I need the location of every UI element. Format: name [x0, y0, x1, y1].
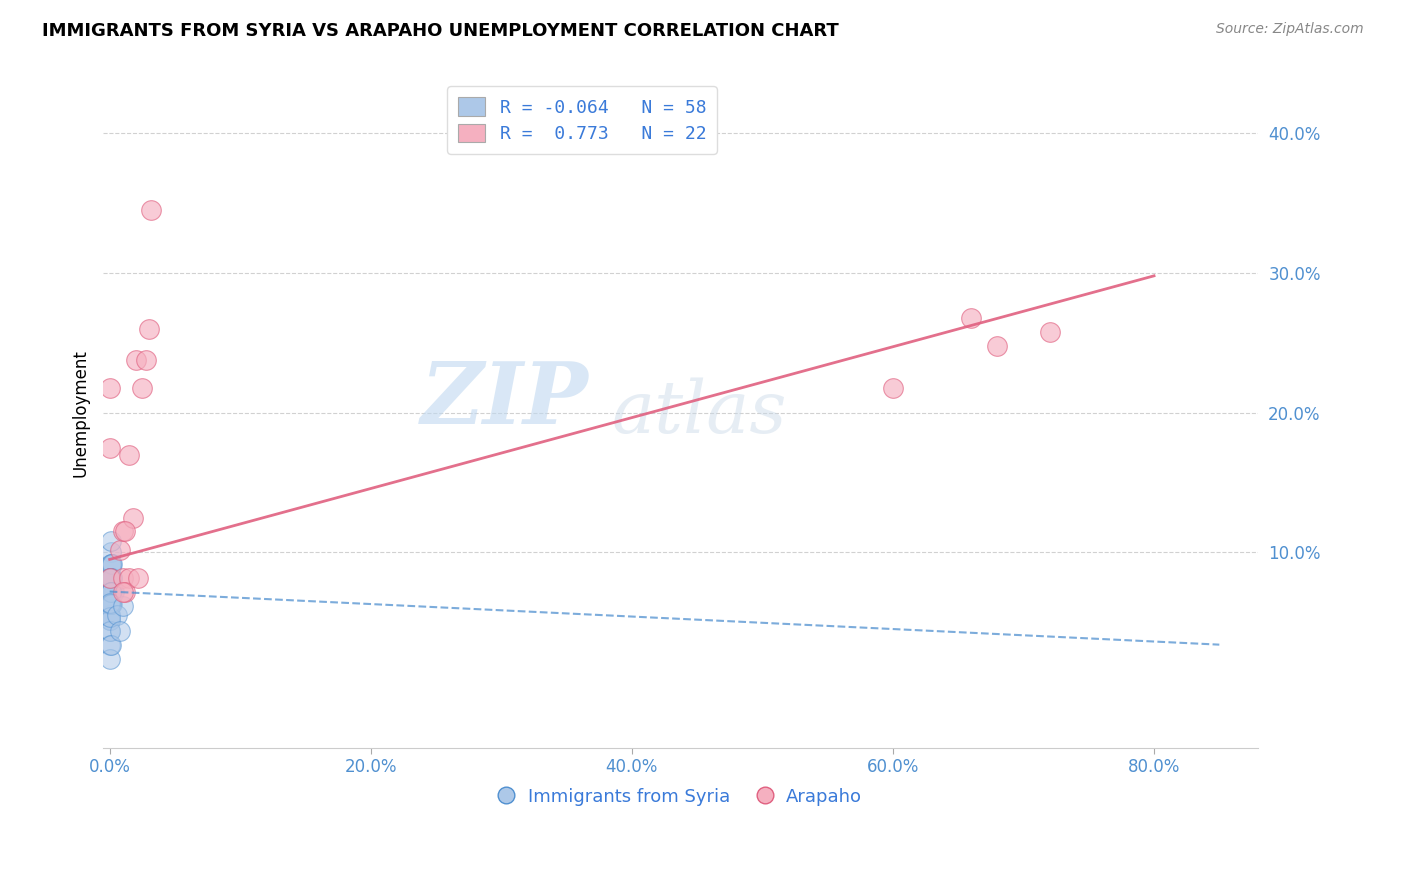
Point [100, 584, 122, 599]
Point [100, 584, 122, 599]
Point [100, 597, 122, 611]
Point [100, 638, 122, 652]
Legend: Immigrants from Syria, Arapaho: Immigrants from Syria, Arapaho [492, 780, 869, 813]
Point [100, 597, 122, 611]
Point [100, 613, 122, 627]
Point [98, 651, 121, 665]
Point [101, 571, 124, 585]
Point [131, 381, 153, 395]
Text: ZIP: ZIP [420, 358, 588, 441]
Point [111, 599, 134, 613]
Point [98, 580, 121, 594]
Point [98, 571, 121, 585]
Point [98, 613, 121, 627]
Point [100, 597, 122, 611]
Point [1039, 325, 1062, 339]
Point [127, 571, 149, 585]
Point [101, 584, 124, 599]
Point [100, 608, 122, 623]
Point [100, 571, 122, 585]
Point [100, 534, 122, 549]
Point [100, 571, 122, 585]
Point [100, 584, 122, 599]
Text: atlas: atlas [612, 377, 787, 448]
Point [100, 594, 122, 608]
Point [98, 571, 121, 585]
Point [100, 597, 122, 611]
Point [118, 448, 141, 462]
Point [100, 557, 122, 571]
Point [100, 571, 122, 585]
Point [100, 557, 122, 571]
Point [114, 584, 136, 599]
Point [125, 352, 148, 367]
Point [111, 571, 134, 585]
Point [98, 624, 121, 638]
Point [960, 310, 983, 325]
Point [98, 638, 121, 652]
Point [111, 584, 134, 599]
Point [98, 597, 121, 611]
Point [101, 557, 124, 571]
Point [100, 583, 122, 598]
Point [100, 584, 122, 599]
Point [100, 571, 122, 585]
Point [141, 203, 163, 218]
Point [100, 571, 122, 585]
Point [108, 624, 131, 638]
Point [100, 545, 122, 559]
Point [122, 510, 145, 524]
Point [100, 571, 122, 585]
Point [100, 597, 122, 611]
Point [100, 597, 122, 611]
Point [103, 584, 125, 599]
Point [98, 441, 121, 455]
Point [118, 571, 141, 585]
Point [138, 322, 160, 336]
Y-axis label: Unemployment: Unemployment [72, 349, 89, 476]
Point [100, 597, 122, 611]
Point [100, 584, 122, 599]
Point [108, 542, 131, 557]
Point [111, 524, 134, 539]
Point [882, 381, 904, 395]
Point [100, 584, 122, 599]
Point [100, 597, 122, 611]
Point [98, 609, 121, 624]
Point [98, 381, 121, 395]
Point [100, 597, 122, 611]
Point [100, 584, 122, 599]
Point [100, 597, 122, 611]
Point [100, 584, 122, 599]
Point [100, 584, 122, 599]
Point [986, 339, 1008, 353]
Point [100, 608, 122, 623]
Point [100, 584, 122, 599]
Point [100, 584, 122, 599]
Text: IMMIGRANTS FROM SYRIA VS ARAPAHO UNEMPLOYMENT CORRELATION CHART: IMMIGRANTS FROM SYRIA VS ARAPAHO UNEMPLO… [42, 22, 839, 40]
Point [100, 597, 122, 611]
Point [98, 596, 121, 610]
Point [100, 559, 122, 574]
Point [107, 608, 129, 623]
Point [98, 613, 121, 627]
Point [100, 571, 122, 585]
Text: Source: ZipAtlas.com: Source: ZipAtlas.com [1216, 22, 1364, 37]
Point [114, 524, 136, 539]
Point [98, 624, 121, 638]
Point [135, 352, 157, 367]
